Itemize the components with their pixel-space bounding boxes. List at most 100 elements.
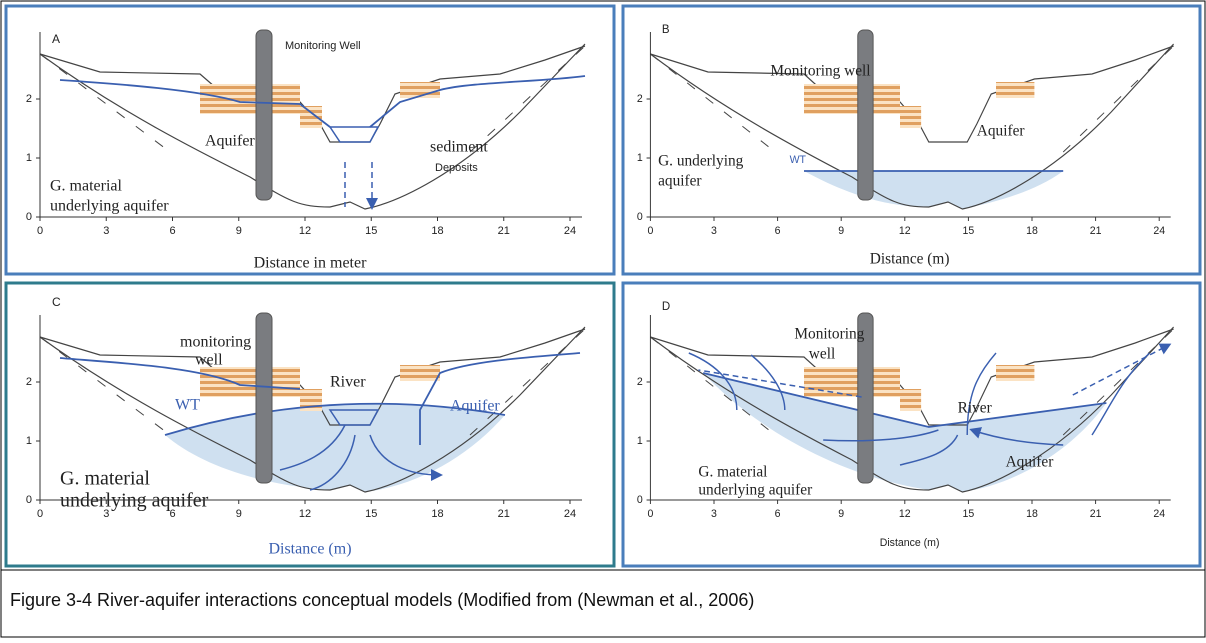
y-tick-label: 1 (637, 435, 643, 447)
sediment (200, 84, 300, 114)
sediment (200, 367, 300, 397)
x-tick-label: 6 (775, 508, 781, 520)
sediment (900, 106, 921, 128)
y-tick-label: 2 (637, 376, 643, 388)
panel-frame (623, 6, 1200, 274)
x-tick-label: 0 (37, 508, 43, 520)
y-tick-label: 2 (637, 93, 643, 105)
axis-title: Distance (m) (870, 250, 950, 267)
label: G. material (50, 178, 123, 195)
x-tick-label: 24 (564, 225, 576, 237)
panel-b: B Monitoring well Aquifer WT G. underlyi… (637, 23, 1174, 268)
panel-c: C monitoring well River WT Aquifer G. ma… (26, 295, 585, 558)
x-tick-label: 12 (299, 508, 311, 520)
groundwater (804, 171, 1063, 209)
monitoring-well (256, 313, 272, 483)
geology (40, 313, 585, 492)
caption: Figure 3-4 River-aquifer interactions co… (10, 590, 754, 610)
x-tick-label: 18 (431, 225, 443, 237)
x-tick-label: 9 (838, 225, 844, 237)
x-tick-label: 24 (1153, 225, 1165, 237)
x-tick-label: 9 (236, 225, 242, 237)
x-tick-label: 18 (431, 508, 443, 520)
label: G. underlying (658, 152, 743, 169)
label: well (195, 352, 223, 369)
x-tick-label: 21 (498, 225, 510, 237)
x-tick-label: 0 (647, 225, 653, 237)
label: River (330, 374, 366, 391)
x-tick-label: 24 (564, 508, 576, 520)
x-tick-label: 6 (775, 225, 781, 237)
y-tick-label: 0 (637, 211, 643, 223)
label: aquifer (658, 172, 702, 189)
label: underlying aquifer (698, 481, 813, 498)
y-tick-label: 0 (637, 494, 643, 506)
x-tick-label: 21 (1090, 225, 1102, 237)
label: Aquifer (977, 122, 1025, 139)
panel-letter: C (52, 295, 61, 309)
geology (650, 30, 1173, 209)
y-tick-label: 1 (26, 152, 32, 164)
x-tick-label: 0 (37, 225, 43, 237)
label: Monitoring well (770, 62, 871, 79)
sediment (996, 82, 1034, 98)
x-tick-label: 15 (365, 508, 377, 520)
panel-d: D Monitoring well River Aquifer G. mater… (637, 300, 1174, 549)
x-tick-label: 15 (963, 225, 975, 237)
x-tick-label: 24 (1153, 508, 1165, 520)
label: Deposits (435, 162, 478, 174)
panel-letter: B (662, 23, 670, 36)
axis-title: Distance (m) (268, 541, 351, 558)
x-tick-label: 12 (899, 225, 911, 237)
x-tick-label: 9 (838, 508, 844, 520)
x-tick-label: 18 (1026, 508, 1038, 520)
label: WT (790, 154, 807, 166)
label: G. material (698, 463, 768, 480)
x-tick-label: 9 (236, 508, 242, 520)
label: well (809, 345, 836, 362)
x-tick-label: 12 (899, 508, 911, 520)
x-tick-label: 21 (498, 508, 510, 520)
x-tick-label: 3 (711, 225, 717, 237)
label: WT (175, 397, 200, 414)
label: G. material (60, 468, 150, 490)
x-tick-label: 3 (103, 225, 109, 237)
y-tick-label: 0 (26, 211, 32, 223)
label: monitoring (180, 334, 251, 351)
contact-line (40, 46, 585, 152)
sediment (900, 389, 921, 411)
panel-a: A Monitoring Well Aquifer sediment Depos… (26, 30, 585, 272)
sediment (400, 365, 440, 381)
y-tick-label: 2 (26, 376, 32, 388)
x-tick-label: 18 (1026, 225, 1038, 237)
x-tick-label: 6 (169, 508, 175, 520)
x-tick-label: 15 (963, 508, 975, 520)
sediment (300, 106, 322, 128)
label: River (958, 399, 993, 416)
panel-letter: D (662, 300, 670, 313)
label: Monitoring Well (285, 40, 361, 52)
panel-letter: A (52, 32, 60, 46)
axis-title: Distance (m) (880, 537, 940, 549)
y-tick-label: 0 (26, 494, 32, 506)
x-tick-label: 3 (103, 508, 109, 520)
sediment (996, 365, 1034, 381)
axis-title: Distance in meter (254, 255, 368, 272)
y-tick-label: 1 (637, 152, 643, 164)
x-tick-label: 15 (365, 225, 377, 237)
x-tick-label: 12 (299, 225, 311, 237)
sediment (804, 84, 900, 114)
label: Aquifer (450, 398, 500, 415)
monitoring-well (858, 30, 873, 200)
x-tick-label: 6 (169, 225, 175, 237)
river-channel (330, 127, 378, 142)
page: A Monitoring Well Aquifer sediment Depos… (0, 0, 1206, 638)
label: sediment (430, 139, 488, 156)
label: Aquifer (1006, 453, 1054, 470)
contact-line (650, 46, 1173, 152)
label: underlying aquifer (60, 490, 209, 512)
label: Monitoring (794, 325, 864, 342)
y-tick-label: 2 (26, 93, 32, 105)
y-tick-label: 1 (26, 435, 32, 447)
x-tick-label: 0 (647, 508, 653, 520)
